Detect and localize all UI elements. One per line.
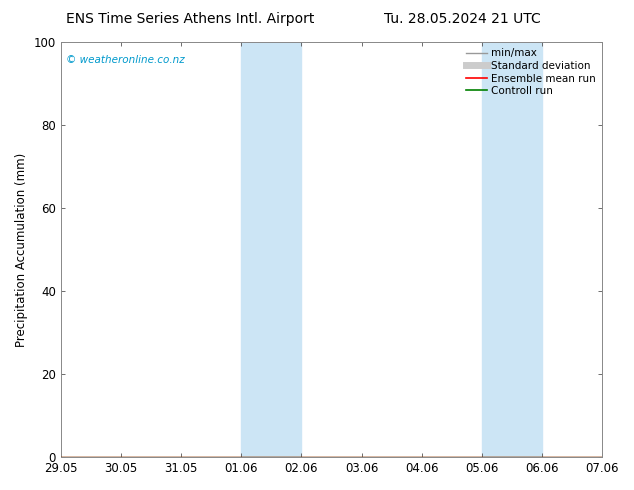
Legend: min/max, Standard deviation, Ensemble mean run, Controll run: min/max, Standard deviation, Ensemble me… xyxy=(462,44,600,100)
Y-axis label: Precipitation Accumulation (mm): Precipitation Accumulation (mm) xyxy=(15,152,28,347)
Text: ENS Time Series Athens Intl. Airport: ENS Time Series Athens Intl. Airport xyxy=(66,12,314,26)
Bar xyxy=(482,42,542,457)
Bar xyxy=(241,42,301,457)
Text: © weatheronline.co.nz: © weatheronline.co.nz xyxy=(66,54,185,65)
Text: Tu. 28.05.2024 21 UTC: Tu. 28.05.2024 21 UTC xyxy=(384,12,541,26)
